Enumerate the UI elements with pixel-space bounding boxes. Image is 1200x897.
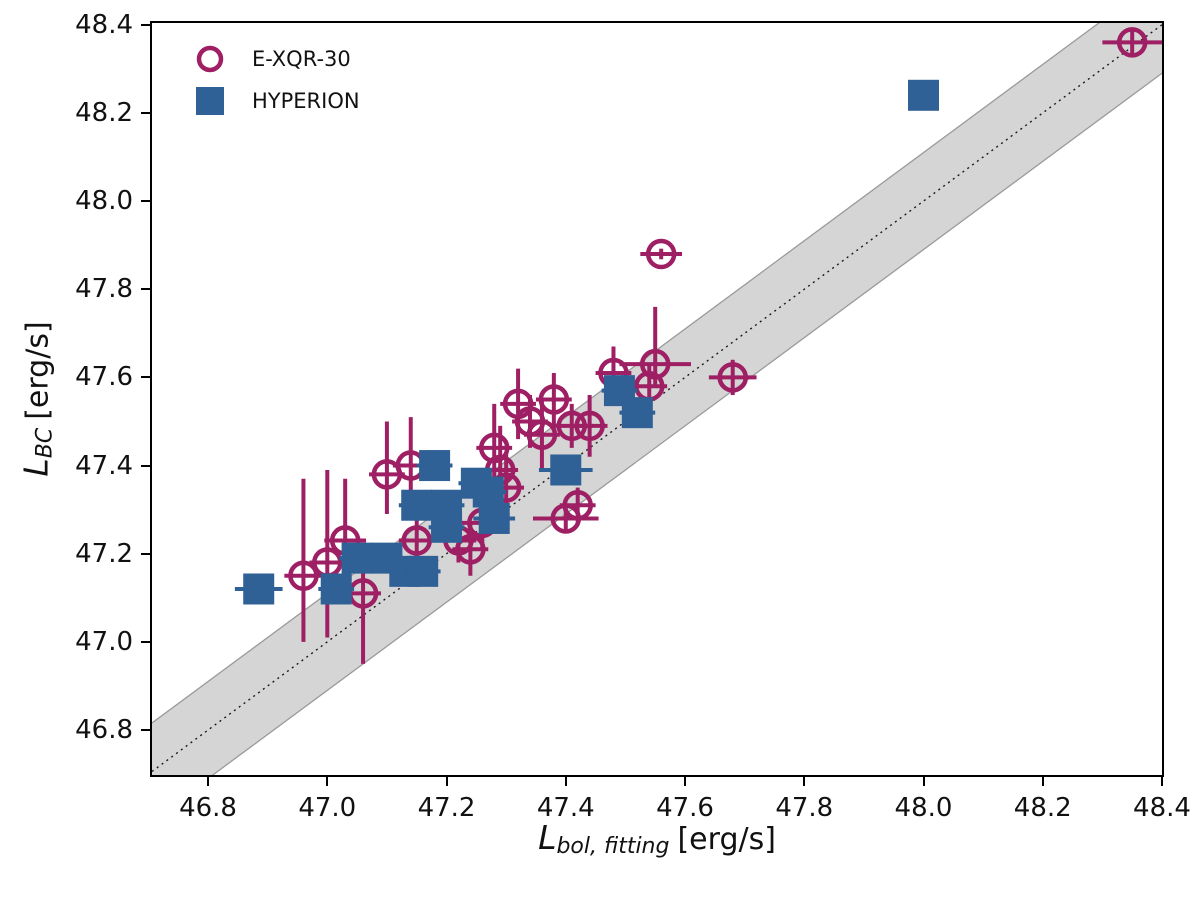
x-tick-label: 47.8: [775, 793, 834, 823]
x-tick-label: 47.0: [298, 793, 357, 823]
hyperion-point: [416, 450, 453, 482]
x-tick-label: 47.2: [417, 793, 476, 823]
hyperion-point: [234, 573, 283, 605]
plot-canvas: [152, 23, 1162, 775]
e-xqr-30-point: [1102, 27, 1162, 58]
x-tick-label: 47.6: [656, 793, 714, 823]
x-tick-mark: [684, 777, 687, 786]
y-axis-label-unit: [erg/s]: [20, 321, 56, 420]
hyperion-point: [473, 502, 516, 534]
y-tick-label: 47.8: [75, 274, 133, 305]
hyperion-point: [404, 555, 441, 587]
y-axis-label: LBC[erg/s]: [16, 321, 58, 477]
hyperion-point: [470, 476, 507, 508]
x-tick-mark: [445, 777, 448, 786]
y-axis-label-symbol: L: [16, 458, 56, 477]
x-axis-label-subscript: bol, fitting: [556, 834, 670, 860]
x-tick-label: 48.0: [894, 793, 953, 823]
x-tick-mark: [1041, 777, 1044, 786]
hyperion-point: [538, 454, 593, 486]
legend-item-hyperion: HYPERION: [192, 82, 360, 119]
hyperion-point: [619, 397, 656, 429]
x-tick-label: 48.4: [1133, 793, 1191, 823]
y-tick-mark: [141, 464, 150, 467]
x-tick-mark: [326, 777, 329, 786]
y-tick-mark: [141, 640, 150, 643]
hyperion-point: [339, 542, 375, 574]
y-tick-mark: [141, 376, 150, 379]
x-tick-mark: [207, 777, 210, 786]
y-tick-label: 48.2: [75, 97, 133, 128]
y-tick-label: 48.4: [75, 9, 133, 40]
y-tick-mark: [141, 200, 150, 203]
x-tick-label: 46.8: [179, 793, 237, 823]
x-tick-mark: [803, 777, 806, 786]
y-tick-mark: [141, 729, 150, 732]
y-tick-mark: [141, 288, 150, 291]
y-tick-label: 47.2: [75, 538, 133, 569]
band-lower-edge: [211, 72, 1162, 775]
x-tick-mark: [1161, 777, 1163, 786]
x-tick-label: 47.4: [536, 793, 595, 823]
open-circle-icon: [196, 45, 224, 72]
hyperion-point: [908, 79, 940, 111]
y-tick-label: 47.6: [75, 362, 133, 393]
y-tick-label: 46.8: [75, 715, 133, 746]
legend-label-e-xqr-30: E-XQR-30: [252, 46, 351, 71]
filled-square-icon: [196, 86, 224, 115]
legend-label-hyperion: HYPERION: [252, 88, 360, 113]
hyperion-point: [428, 511, 465, 543]
hyperion-point: [318, 573, 355, 605]
x-axis-label: Lbol, fitting [erg/s]: [538, 818, 776, 860]
y-tick-label: 47.0: [75, 626, 133, 657]
e-xqr-30-point: [559, 487, 596, 523]
e-xqr-30-point: [640, 238, 683, 270]
e-xqr-30-point: [708, 359, 757, 396]
e-xqr-30-point: [524, 399, 560, 470]
legend: E-XQR-30 HYPERION: [192, 40, 360, 119]
e-xqr-30-point: [369, 421, 405, 515]
e-xqr-30-point: [452, 522, 489, 576]
y-tick-mark: [141, 23, 150, 26]
hyperion-point: [398, 489, 435, 521]
x-tick-mark: [922, 777, 925, 786]
y-tick-label: 48.0: [75, 186, 133, 217]
series-hyperion: [234, 79, 940, 605]
y-tick-mark: [141, 552, 150, 555]
x-tick-label: 48.2: [1013, 793, 1072, 823]
x-axis-label-unit: [erg/s]: [677, 822, 776, 857]
y-tick-label: 47.4: [75, 450, 133, 481]
x-tick-mark: [564, 777, 567, 786]
e-xqr-30-point: [550, 403, 593, 448]
y-tick-mark: [141, 111, 150, 114]
e-xqr-30-point: [284, 478, 323, 642]
legend-item-e-xqr-30: E-XQR-30: [192, 40, 360, 77]
x-axis-label-symbol: L: [538, 818, 557, 857]
